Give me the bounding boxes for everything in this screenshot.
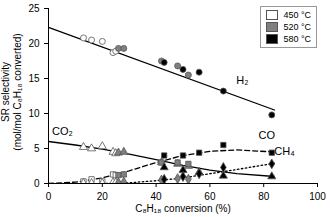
html-text:450 °C: 450 °C [283,10,311,20]
svg-text:60: 60 [204,191,216,202]
svg-text:CO: CO [259,129,276,141]
svg-text:C₈H₁₈ conversion (%): C₈H₁₈ conversion (%) [135,203,231,214]
html-text:580 °C: 580 °C [283,34,311,44]
html-text:SR selectivity: SR selectivity [0,62,11,122]
svg-text:0: 0 [46,191,52,202]
svg-text:10: 10 [28,108,40,119]
svg-text:25: 25 [28,3,40,14]
svg-text:40: 40 [151,191,163,202]
svg-text:CH₄: CH₄ [274,145,295,157]
svg-text:H₂: H₂ [236,74,248,86]
html-text:(mol/mol C₈H₁₈ converted): (mol/mol C₈H₁₈ converted) [12,33,23,151]
svg-text:100: 100 [309,191,326,202]
html-text:520 °C: 520 °C [283,22,311,32]
svg-text:CO₂: CO₂ [52,125,73,137]
svg-text:20: 20 [28,38,40,49]
svg-text:20: 20 [97,191,109,202]
svg-text:80: 80 [258,191,270,202]
svg-text:5: 5 [34,143,40,154]
svg-text:15: 15 [28,73,40,84]
svg-text:0: 0 [34,178,40,189]
